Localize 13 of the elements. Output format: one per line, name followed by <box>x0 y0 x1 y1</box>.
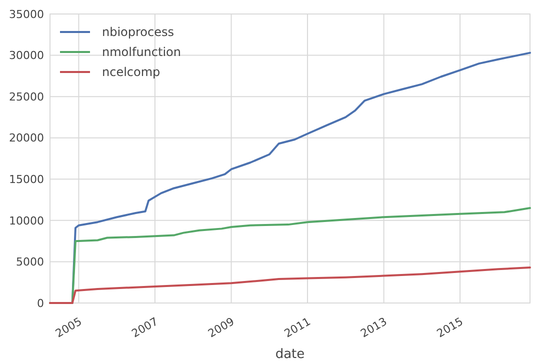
y-tick-label: 20000 <box>9 132 44 145</box>
y-tick-label: 35000 <box>9 8 44 21</box>
y-tick-label: 25000 <box>9 90 44 104</box>
legend-label: nbioprocess <box>102 25 174 40</box>
line-series <box>49 266 531 304</box>
y-tick-label: 15000 <box>9 172 44 186</box>
legend-label: nmolfunction <box>102 45 181 60</box>
y-tick-label: 0 <box>37 296 44 310</box>
legend-label: ncelcomp <box>102 65 160 80</box>
y-tick-label: 30000 <box>9 49 44 62</box>
x-axis-title: date <box>275 347 305 362</box>
y-tick-label: 10000 <box>9 214 44 228</box>
y-tick-label: 5000 <box>16 256 44 269</box>
